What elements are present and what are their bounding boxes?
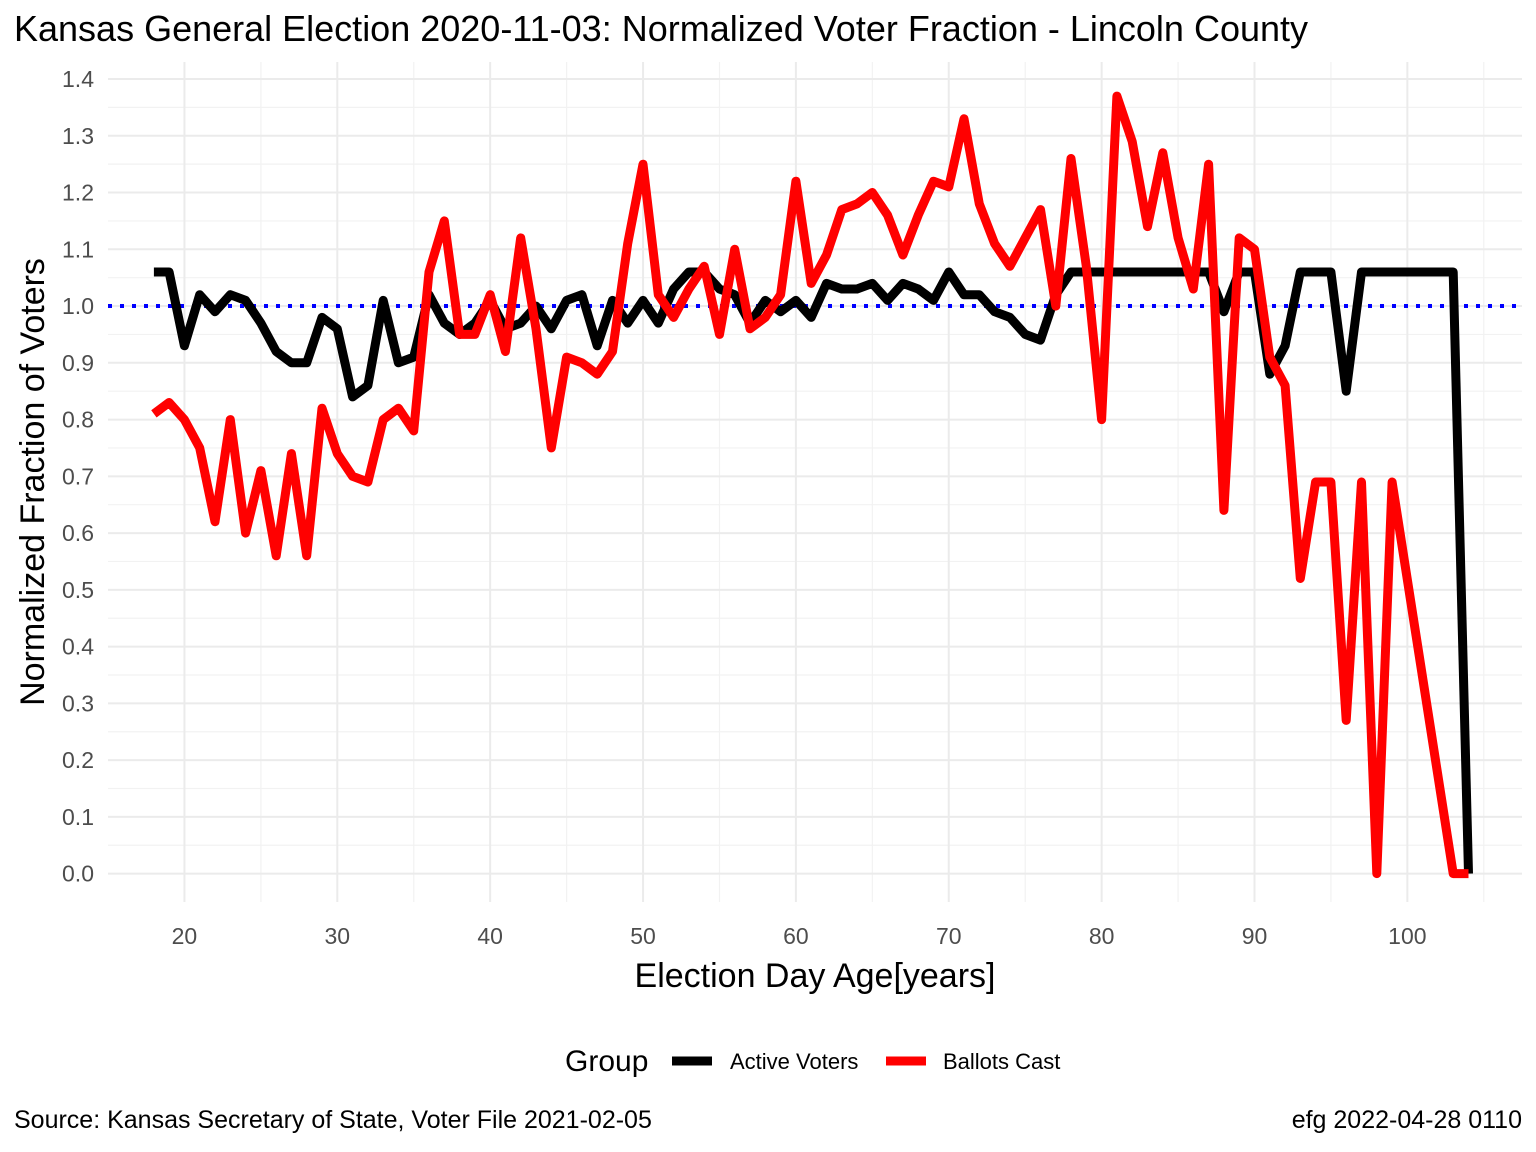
y-tick-label: 0.9: [62, 350, 94, 376]
x-axis-title: Election Day Age[years]: [635, 957, 996, 995]
chart-title: Kansas General Election 2020-11-03: Norm…: [14, 8, 1309, 49]
y-tick-label: 0.8: [62, 407, 94, 433]
x-tick-label: 50: [630, 923, 656, 949]
y-tick-label: 0.6: [62, 520, 94, 546]
y-axis-title: Normalized Fraction of Voters: [14, 258, 52, 706]
y-tick-label: 1.3: [62, 123, 94, 149]
x-tick-label: 20: [172, 923, 198, 949]
author-caption: efg 2022-04-28 0110: [1291, 1106, 1522, 1134]
y-tick-label: 0.4: [62, 634, 94, 660]
legend-label-active-voters: Active Voters: [730, 1049, 858, 1074]
source-caption: Source: Kansas Secretary of State, Voter…: [14, 1106, 652, 1134]
x-tick-label: 100: [1388, 923, 1426, 949]
x-tick-label: 30: [325, 923, 351, 949]
y-tick-label: 0.2: [62, 747, 94, 773]
y-tick-label: 0.3: [62, 690, 94, 716]
x-tick-label: 80: [1089, 923, 1115, 949]
legend: Group Active Voters Ballots Cast: [565, 1045, 1060, 1078]
series-line-active-voters: [153, 267, 1473, 874]
line-chart: 0.0 0.1 0.2 0.3 0.4 0.5 0.6 0.7 0.8 0.9 1.0 1.1 1.2 1…: [14, 62, 1522, 1078]
minor-gridlines: [108, 62, 1522, 902]
y-tick-label: 0.0: [62, 861, 94, 887]
x-tick-label: 60: [783, 923, 809, 949]
y-tick-label: 0.7: [62, 463, 94, 489]
y-axis-tick-labels: 0.0 0.1 0.2 0.3 0.4 0.5 0.6 0.7 0.8 0.9 1.0 1.1 1.2 1…: [62, 66, 94, 887]
y-tick-label: 1.4: [62, 66, 94, 92]
y-tick-label: 1.2: [62, 180, 94, 206]
x-axis-tick-labels: 20 30 40 50 60 70 80 90 100: [172, 923, 1427, 949]
legend-title: Group: [565, 1045, 648, 1078]
series-lines: [151, 91, 1473, 879]
series-line-ballots-cast: [151, 91, 1469, 879]
major-gridlines: [108, 62, 1522, 902]
x-tick-label: 70: [936, 923, 962, 949]
x-tick-label: 40: [477, 923, 503, 949]
y-tick-label: 0.5: [62, 577, 94, 603]
x-tick-label: 90: [1242, 923, 1268, 949]
y-tick-label: 1.1: [62, 236, 94, 262]
y-tick-label: 1.0: [62, 293, 94, 319]
legend-label-ballots-cast: Ballots Cast: [943, 1049, 1060, 1074]
y-tick-label: 0.1: [62, 804, 94, 830]
